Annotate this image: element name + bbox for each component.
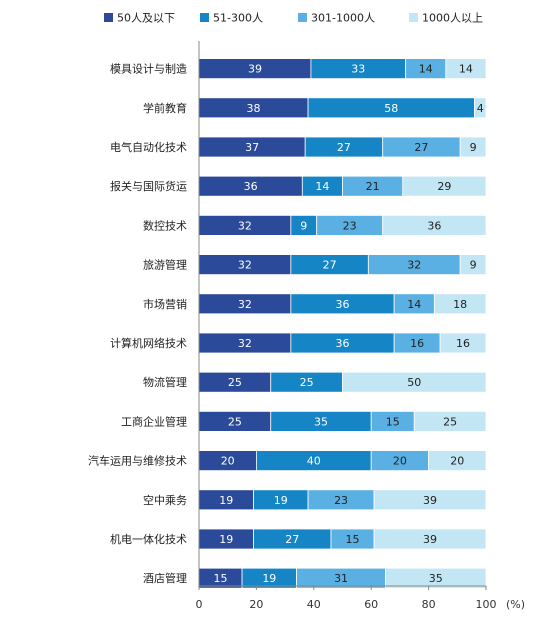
category-label: 计算机网络技术 (110, 336, 187, 350)
data-label: 18 (453, 298, 467, 311)
bar-segment (402, 175, 487, 197)
bar-segment (439, 332, 487, 354)
x-tick-label: 60 (364, 598, 378, 611)
legend-swatch-4 (409, 13, 418, 22)
bar-segment (474, 97, 487, 119)
data-label: 35 (429, 572, 443, 585)
data-label: 14 (419, 63, 433, 76)
data-label: 32 (238, 298, 252, 311)
data-label: 50 (407, 376, 421, 389)
category-label: 酒店管理 (143, 571, 187, 585)
category-label: 机电一体化技术 (110, 532, 187, 546)
data-label: 15 (214, 572, 228, 585)
legend-swatch-3 (298, 13, 307, 22)
data-label: 39 (248, 63, 262, 76)
data-label: 29 (437, 180, 451, 193)
x-tick-label: 20 (249, 598, 263, 611)
legend-swatch-1 (104, 13, 113, 22)
data-label: 40 (307, 455, 321, 468)
data-label: 27 (323, 259, 337, 272)
data-label: 15 (346, 533, 360, 546)
data-label: 27 (337, 141, 351, 154)
data-label: 39 (423, 494, 437, 507)
legend-swatch-2 (200, 13, 209, 22)
data-label: 21 (366, 180, 380, 193)
category-label: 工商企业管理 (121, 414, 187, 428)
category-label: 数控技术 (143, 218, 187, 232)
data-label: 32 (238, 259, 252, 272)
bar-segment (428, 450, 487, 472)
x-tick-label: 80 (422, 598, 436, 611)
data-label: 9 (470, 259, 477, 272)
data-label: 25 (300, 376, 314, 389)
data-label: 15 (386, 415, 400, 428)
data-label: 4 (477, 102, 484, 115)
bar-segment (373, 489, 487, 511)
bar-segment (433, 293, 487, 315)
data-label: 38 (247, 102, 261, 115)
data-label: 58 (384, 102, 398, 115)
x-axis-unit: (%) (506, 598, 525, 611)
data-label: 23 (334, 494, 348, 507)
data-label: 36 (336, 337, 350, 350)
category-label: 电气自动化技术 (110, 140, 187, 154)
bar-segment (413, 410, 487, 432)
category-label: 模具设计与制造 (110, 62, 187, 76)
bar-segment (445, 58, 487, 79)
data-label: 14 (315, 180, 329, 193)
category-label: 旅游管理 (143, 258, 187, 272)
x-tick-label: 0 (196, 598, 203, 611)
data-label: 19 (219, 494, 233, 507)
data-label: 9 (300, 219, 307, 232)
category-label: 报关与国际货运 (110, 179, 187, 193)
data-label: 20 (450, 455, 464, 468)
bar-segment (342, 371, 487, 393)
data-label: 35 (314, 415, 328, 428)
data-label: 9 (470, 141, 477, 154)
bar-segment (373, 528, 487, 550)
data-label: 27 (414, 141, 428, 154)
data-label: 19 (274, 494, 288, 507)
data-label: 19 (262, 572, 276, 585)
data-label: 37 (245, 141, 259, 154)
data-label: 16 (410, 337, 424, 350)
category-label: 物流管理 (143, 375, 187, 389)
data-label: 36 (244, 180, 258, 193)
data-label: 23 (343, 219, 357, 232)
data-label: 33 (351, 63, 365, 76)
data-label: 32 (238, 337, 252, 350)
category-label: 市场营销 (143, 297, 187, 311)
bar-segment (459, 254, 487, 276)
category-label: 学前教育 (143, 101, 187, 115)
data-label: 25 (443, 415, 457, 428)
category-label: 空中乘务 (143, 493, 187, 507)
legend-label-1: 50人及以下 (117, 12, 175, 25)
data-label: 14 (459, 63, 473, 76)
legend-label-2: 51-300人 (213, 12, 263, 25)
legend-label-3: 301-1000人 (311, 12, 375, 25)
data-label: 27 (285, 533, 299, 546)
bar-segment (382, 214, 487, 236)
data-label: 36 (336, 298, 350, 311)
data-label: 39 (423, 533, 437, 546)
data-label: 36 (427, 219, 441, 232)
data-label: 20 (393, 455, 407, 468)
data-label: 32 (407, 259, 421, 272)
x-tick-label: 40 (307, 598, 321, 611)
bar-segment (385, 567, 487, 589)
legend-label-4: 1000人以上 (422, 12, 483, 25)
bar-segment (459, 136, 487, 158)
data-label: 16 (456, 337, 470, 350)
data-label: 25 (228, 415, 242, 428)
data-label: 25 (228, 376, 242, 389)
data-label: 31 (334, 572, 348, 585)
category-label: 汽车运用与维修技术 (88, 454, 187, 468)
data-label: 19 (219, 533, 233, 546)
data-label: 32 (238, 219, 252, 232)
x-tick-label: 100 (476, 598, 497, 611)
data-label: 14 (407, 298, 421, 311)
data-label: 20 (221, 455, 235, 468)
